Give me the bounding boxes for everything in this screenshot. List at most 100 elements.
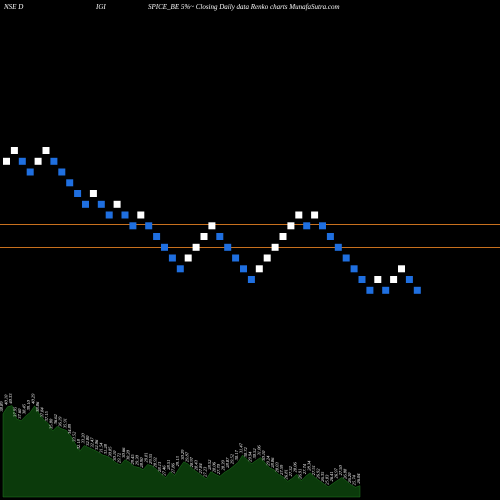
brick-up <box>263 254 271 262</box>
volume-value-label: 28.87 <box>225 457 230 468</box>
volume-value-label: 29.94 <box>248 451 253 462</box>
brick-down <box>105 211 113 219</box>
volume-value-label: 39.10 <box>26 400 31 411</box>
volume-value-label: 40.10 <box>4 394 9 405</box>
volume-value-label: 37.84 <box>40 407 45 418</box>
volume-value-label: 29.13 <box>175 455 180 466</box>
brick-down <box>58 168 66 176</box>
volume-value-label: 26.35 <box>320 471 325 482</box>
brick-up <box>34 157 42 165</box>
volume-value-label: 30.72 <box>243 447 248 458</box>
brick-up <box>255 265 263 273</box>
volume-value-label: 32.80 <box>85 435 90 446</box>
brick-down <box>18 157 26 165</box>
brick-down <box>405 276 413 283</box>
volume-value-label: 35.91 <box>62 418 67 428</box>
brick-up <box>374 276 382 283</box>
brick-up <box>287 222 295 230</box>
brick-down <box>334 243 342 251</box>
brick-down <box>121 211 129 219</box>
volume-value-label: 34.89 <box>67 423 72 434</box>
volume-value-label: 33.52 <box>71 431 76 442</box>
volume-value-label: 26.92 <box>315 468 320 479</box>
volume-value-label: 26.97 <box>333 468 338 479</box>
volume-value-label: 29.24 <box>266 455 271 466</box>
renko-bricks <box>3 147 421 294</box>
brick-up <box>295 211 303 219</box>
brick-up <box>271 243 279 251</box>
volume-value-label: 27.74 <box>302 463 307 474</box>
volume-value-label: 30.52 <box>252 448 257 459</box>
brick-down <box>82 200 89 208</box>
header-mid: IGI <box>95 3 106 11</box>
volume-value-label: 27.50 <box>338 465 343 476</box>
brick-down <box>240 265 247 273</box>
brick-down <box>145 222 153 230</box>
volume-value-label: 28.03 <box>275 462 280 473</box>
brick-down <box>358 276 366 283</box>
volume-value-label: 28.39 <box>220 460 225 471</box>
brick-down <box>176 265 184 273</box>
volume-value-label: 26.41 <box>329 471 334 481</box>
volume-value-label: 29.45 <box>130 454 135 465</box>
volume-value-label: 27.46 <box>162 465 167 476</box>
brick-up <box>200 233 208 240</box>
brick-down <box>303 222 311 230</box>
volume-value-label: 37.95 <box>13 406 18 417</box>
volume-value-label: 27.23 <box>202 466 207 477</box>
volume-value-label: 31.28 <box>103 443 108 454</box>
volume-value-label: 30.66 <box>121 447 126 458</box>
volume-value-label: 37.60 <box>17 408 22 419</box>
volume-value-label: 30.20 <box>126 449 131 460</box>
volume-value-label: 30.10 <box>261 450 266 461</box>
brick-down <box>26 168 34 176</box>
volume-value-label: 28.97 <box>189 456 194 467</box>
brick-up <box>398 265 405 273</box>
volume-value-label: 32.18 <box>76 438 81 449</box>
volume-value-label: 35.80 <box>49 418 54 429</box>
volume-value-label: 26.91 <box>297 469 302 479</box>
brick-up <box>10 147 18 154</box>
volume-value-label: 28.06 <box>211 461 216 472</box>
volume-value-label: 27.59 <box>279 464 284 475</box>
volume-area-path <box>2 405 361 498</box>
brick-down <box>326 233 334 240</box>
volume-value-label: 40.29 <box>31 393 36 404</box>
brick-up <box>89 190 97 197</box>
brick-down <box>168 254 176 262</box>
brick-up <box>311 211 319 219</box>
volume-value-label: 27.51 <box>311 465 316 475</box>
volume-value-label: 27.84 <box>198 463 203 474</box>
volume-value-label: 32.47 <box>89 437 94 448</box>
volume-value-label: 27.86 <box>171 463 176 474</box>
volume-value-label: 25.74 <box>352 474 357 485</box>
volume-value-label: 36.62 <box>53 413 58 424</box>
brick-down <box>66 179 74 187</box>
volume-value-label: 32.06 <box>94 439 99 450</box>
brick-up <box>279 233 287 240</box>
brick-up <box>192 243 200 251</box>
brick-up <box>208 222 216 230</box>
volume-value-label: 29.87 <box>184 451 189 462</box>
volume-value-label: 26.04 <box>356 473 361 484</box>
volume-value-label: 28.34 <box>306 460 311 471</box>
volume-value-label: 28.86 <box>270 457 275 468</box>
volume-value-label: 26.81 <box>284 469 289 479</box>
brick-down <box>232 254 240 262</box>
brick-down <box>50 157 58 165</box>
volume-value-label: 28.51 <box>166 460 171 470</box>
volume-value-label: 28.06 <box>293 461 298 472</box>
volume-value-label: 28.92 <box>153 457 158 468</box>
brick-up <box>42 147 50 154</box>
brick-down <box>161 243 168 251</box>
volume-value-label: 30.17 <box>234 450 239 461</box>
brick-down <box>129 222 137 230</box>
volume-value-label: 27.32 <box>288 466 293 477</box>
volume-value-label: 30.85 <box>108 446 113 457</box>
volume-value-label: 28.52 <box>207 459 212 470</box>
brick-up <box>184 254 192 262</box>
volume-value-label: 31.47 <box>239 442 244 453</box>
volume-value-label: 26.88 <box>342 468 347 479</box>
brick-up <box>390 276 398 283</box>
